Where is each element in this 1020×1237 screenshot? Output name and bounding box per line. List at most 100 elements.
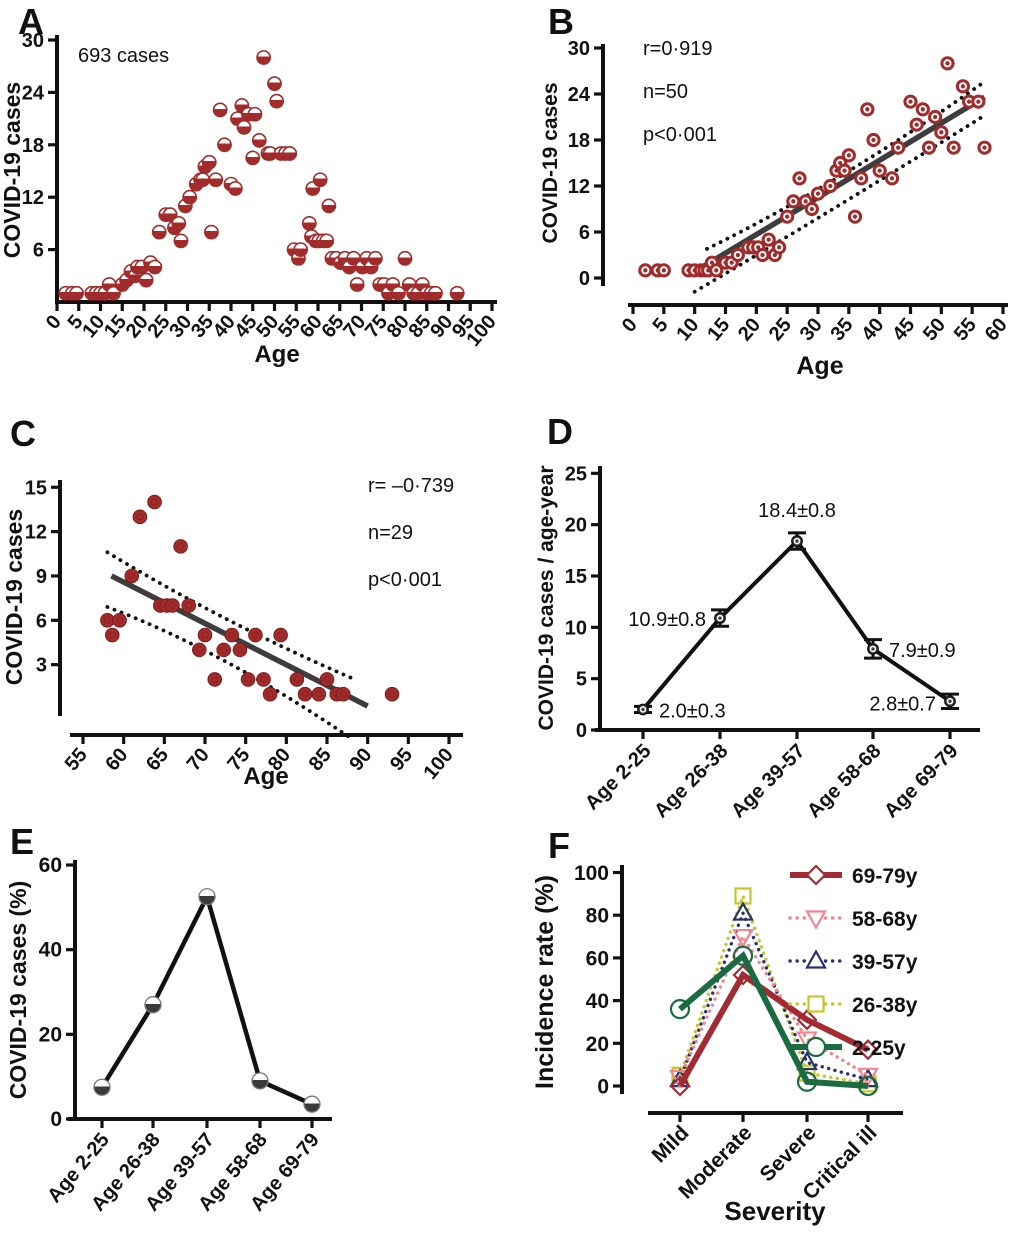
data-point-ring [826, 181, 835, 191]
data-point [428, 285, 443, 301]
data-point-ring [980, 143, 989, 152]
data-point-ring [801, 197, 810, 206]
data-point [810, 186, 826, 201]
data-point-ring [108, 631, 116, 639]
x-tick-label: 100 [420, 744, 458, 784]
y-tick-label: 0 [50, 1108, 62, 1131]
data-point [262, 686, 278, 702]
panel-letter-c: C [10, 413, 36, 454]
data-point [319, 672, 335, 687]
data-point [637, 703, 649, 716]
data-point [138, 272, 154, 288]
y-tick-label: 30 [22, 30, 44, 52]
data-point [245, 150, 261, 166]
stat-annotation: n=50 [643, 81, 688, 103]
series-marker-2-25y [857, 1075, 879, 1097]
data-point [124, 568, 140, 584]
data-point [104, 627, 120, 643]
data-point [837, 163, 852, 178]
data-point-ring [639, 706, 647, 713]
data-point [147, 259, 163, 275]
data-point [872, 163, 887, 178]
x-tick-label: 85 [305, 744, 336, 775]
data-point [162, 207, 178, 223]
x-tick-label: 90 [345, 744, 376, 775]
data-point-ring [228, 631, 236, 639]
data-point [195, 172, 211, 188]
data-point [267, 76, 282, 92]
data-point [312, 172, 328, 188]
data-point-ring [937, 128, 946, 137]
x-tick-label: 5 [649, 314, 673, 337]
data-point [804, 201, 819, 217]
data-point-ring [974, 97, 983, 106]
data-point [69, 285, 84, 301]
data-point [132, 509, 148, 525]
point-value-label: 10.9±0.8 [628, 609, 706, 631]
data-point [227, 181, 243, 196]
y-axis-title: COVID-19 cases (%) [5, 881, 31, 1100]
data-point [638, 263, 653, 278]
data-point-ring [793, 537, 801, 545]
data-point-ring [850, 212, 860, 221]
data-point-ring [177, 542, 185, 550]
series-marker-2-25y [796, 1071, 818, 1092]
y-tick-label: 15 [565, 566, 587, 588]
data-point [256, 50, 272, 65]
data-point-ring [863, 105, 872, 114]
confidence-band-lower [105, 605, 354, 741]
stat-annotation: p<0·001 [368, 569, 442, 591]
data-point [301, 216, 317, 231]
data-point-ring [943, 59, 952, 68]
data-point [891, 140, 906, 155]
data-point [173, 539, 188, 554]
data-point-ring [958, 82, 967, 91]
data-point [714, 612, 726, 624]
data-point [384, 686, 400, 702]
data-point [928, 109, 943, 125]
y-tick-label: 12 [568, 176, 590, 198]
data-point [256, 672, 271, 687]
data-point [282, 146, 298, 161]
data-point [921, 140, 937, 155]
series-marker-69-79y [857, 1039, 879, 1061]
y-tick-label: 12 [25, 522, 47, 544]
x-tick-label: 25 [765, 314, 796, 345]
data-point-ring [906, 97, 915, 106]
legend-label-2-25y: 2-25y [852, 1037, 906, 1060]
confidence-band-upper [105, 550, 354, 680]
y-tick-label: 20 [39, 1023, 62, 1046]
data-point [100, 613, 115, 628]
data-point-ring [293, 675, 301, 683]
data-point [165, 598, 180, 613]
series-marker-69-79y [669, 1075, 691, 1097]
y-tick-label: 40 [586, 990, 609, 1013]
data-point [730, 247, 745, 263]
data-point [368, 250, 383, 266]
data-point-ring [716, 614, 724, 622]
data-point [251, 1072, 269, 1090]
series-line-58-68y [678, 932, 870, 1080]
data-point-ring [712, 266, 721, 275]
series-line-26-38y [678, 890, 870, 1086]
x-tick-label: 20 [734, 314, 765, 345]
stat-annotation: r=0·919 [643, 38, 713, 60]
data-point [780, 209, 795, 224]
x-tick-label: 0 [42, 311, 66, 334]
legend-marker-58-68y [805, 910, 827, 930]
series-marker-58-68y [857, 1067, 879, 1088]
y-tick-label: 20 [586, 1033, 609, 1056]
data-point-ring [795, 174, 804, 183]
data-point [232, 642, 248, 658]
data-point-ring [315, 690, 323, 698]
panel-letter-a: A [18, 1, 44, 42]
point-value-label: 2.8±0.7 [869, 693, 936, 715]
data-point [171, 216, 187, 231]
legend-label-58-68y: 58-68y [852, 908, 918, 931]
series-marker-69-79y [796, 1009, 818, 1031]
data-point [786, 194, 801, 209]
data-point [847, 209, 863, 224]
x-tick-label: 35 [827, 314, 858, 345]
